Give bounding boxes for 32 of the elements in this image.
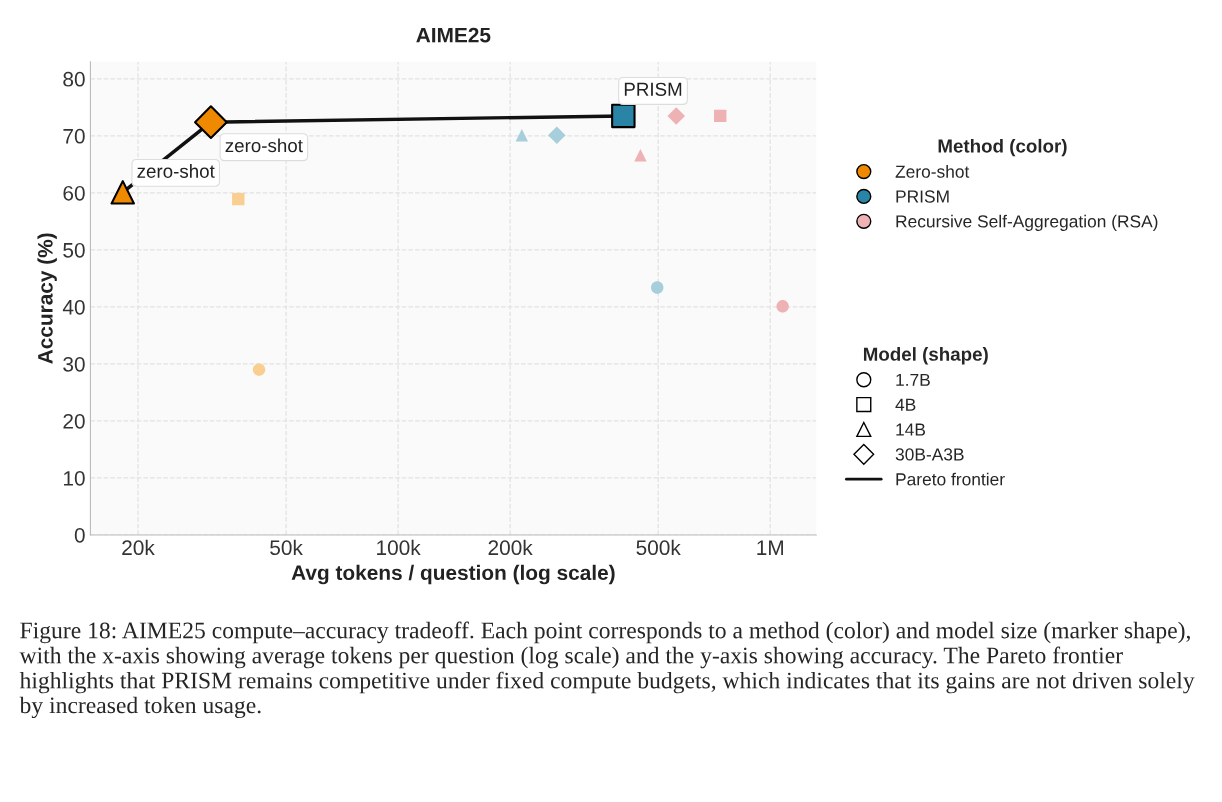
y-tick-label: 60 [63,185,85,201]
y-tick-label: 10 [63,470,85,486]
legend-label: 4B [895,398,916,411]
x-tick-label: 200k [488,539,533,556]
x-tick-label: 500k [636,539,681,556]
text: Model (shape) [863,347,988,365]
y-tick-label: 0 [74,527,85,543]
annotation: zero-shot [225,138,303,153]
legend-label: 30B-A3B [895,448,964,461]
annotation: PRISM [624,82,682,96]
y-tick-label: 30 [63,356,85,372]
x-tick-label: 1M [757,540,783,555]
x-tick-label: 100k [377,539,421,556]
x-tick-label: 20k [122,539,155,556]
legend-label: PRISM [896,190,949,203]
y-tick-label: 80 [63,71,85,87]
legend-label: 14B [896,423,926,436]
x-axis-title: Avg tokens / question (log scale) [291,564,615,585]
legend-label: Recursive Self-Aggregation (RSA) [896,214,1158,231]
y-tick-label: 70 [63,128,85,144]
chart-title: AIME25 [416,27,491,43]
y-axis-title: Accuracy (%) [37,233,57,364]
caption: Figure 18: AIME25 compute–accuracy tradeoff. Each point corresponds to a method (color) and model size (marker shape), with the x-axis showing average tokens per question (log scale) and the y-axis showing accuracy. The Pareto frontier highlights that PRISM remains competitive under fixed compute budgets, which indicates that its gains are not driven solely by increased token usage. [19,621,1195,719]
y-tick-label: 40 [62,299,85,315]
legend-label: Pareto frontier [896,472,1005,486]
text: Method (color) [938,138,1067,157]
legend-label: 1.7B [896,373,930,386]
y-tick-label: 50 [63,242,85,258]
annotation: zero-shot [137,164,215,178]
legend-label: Zero-shot [895,165,970,178]
x-tick-label: 50k [270,539,303,556]
y-tick-label: 20 [63,413,85,429]
